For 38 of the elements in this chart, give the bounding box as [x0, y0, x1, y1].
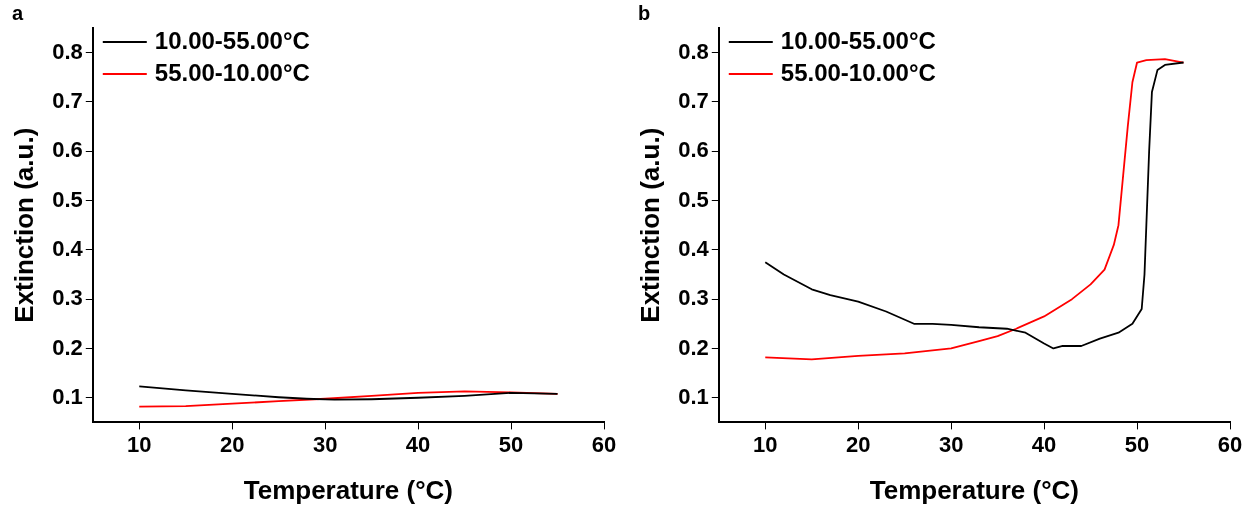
- y-tick-label: 0.4: [52, 235, 84, 261]
- y-tick-label: 0.3: [678, 285, 709, 311]
- y-tick-label: 0.8: [52, 38, 83, 64]
- x-tick-label: 40: [1031, 431, 1057, 457]
- y-tick-label: 0.2: [52, 334, 83, 360]
- legend-label: 10.00-55.00°C: [154, 26, 310, 54]
- x-tick-label: 20: [845, 431, 871, 457]
- y-tick-label: 0.3: [52, 285, 83, 311]
- y-tick-label: 0.1: [678, 383, 709, 409]
- y-axis-title: Extinction (a.u.): [634, 127, 665, 323]
- y-tick-label: 0.4: [678, 235, 710, 261]
- legend-label: 55.00-10.00°C: [780, 58, 936, 86]
- x-tick-label: 30: [938, 431, 964, 457]
- x-tick-label: 50: [498, 431, 524, 457]
- y-tick-label: 0.5: [52, 186, 83, 212]
- x-tick-label: 30: [312, 431, 338, 457]
- x-tick-label: 40: [405, 431, 431, 457]
- x-axis-title: Temperature (°C): [243, 474, 454, 505]
- y-axis-title: Extinction (a.u.): [8, 127, 39, 323]
- x-tick-label: 60: [1217, 431, 1243, 457]
- x-tick-label: 50: [1124, 431, 1150, 457]
- x-tick-label: 10: [127, 431, 152, 457]
- x-axis-title: Temperature (°C): [869, 474, 1080, 505]
- y-tick-label: 0.1: [52, 383, 83, 409]
- legend-label: 55.00-10.00°C: [154, 58, 310, 86]
- y-tick-label: 0.6: [678, 137, 709, 163]
- x-tick-label: 60: [591, 431, 617, 457]
- y-tick-label: 0.2: [678, 334, 709, 360]
- x-tick-label: 10: [753, 431, 778, 457]
- chart-title: b: [638, 1, 651, 24]
- x-tick-label: 20: [219, 431, 245, 457]
- legend-label: 10.00-55.00°C: [780, 26, 936, 54]
- y-tick-label: 0.7: [678, 88, 709, 114]
- chart-title: a: [12, 1, 24, 24]
- y-tick-label: 0.6: [52, 137, 83, 163]
- y-tick-label: 0.5: [678, 186, 709, 212]
- y-tick-label: 0.8: [678, 38, 709, 64]
- y-tick-label: 0.7: [52, 88, 83, 114]
